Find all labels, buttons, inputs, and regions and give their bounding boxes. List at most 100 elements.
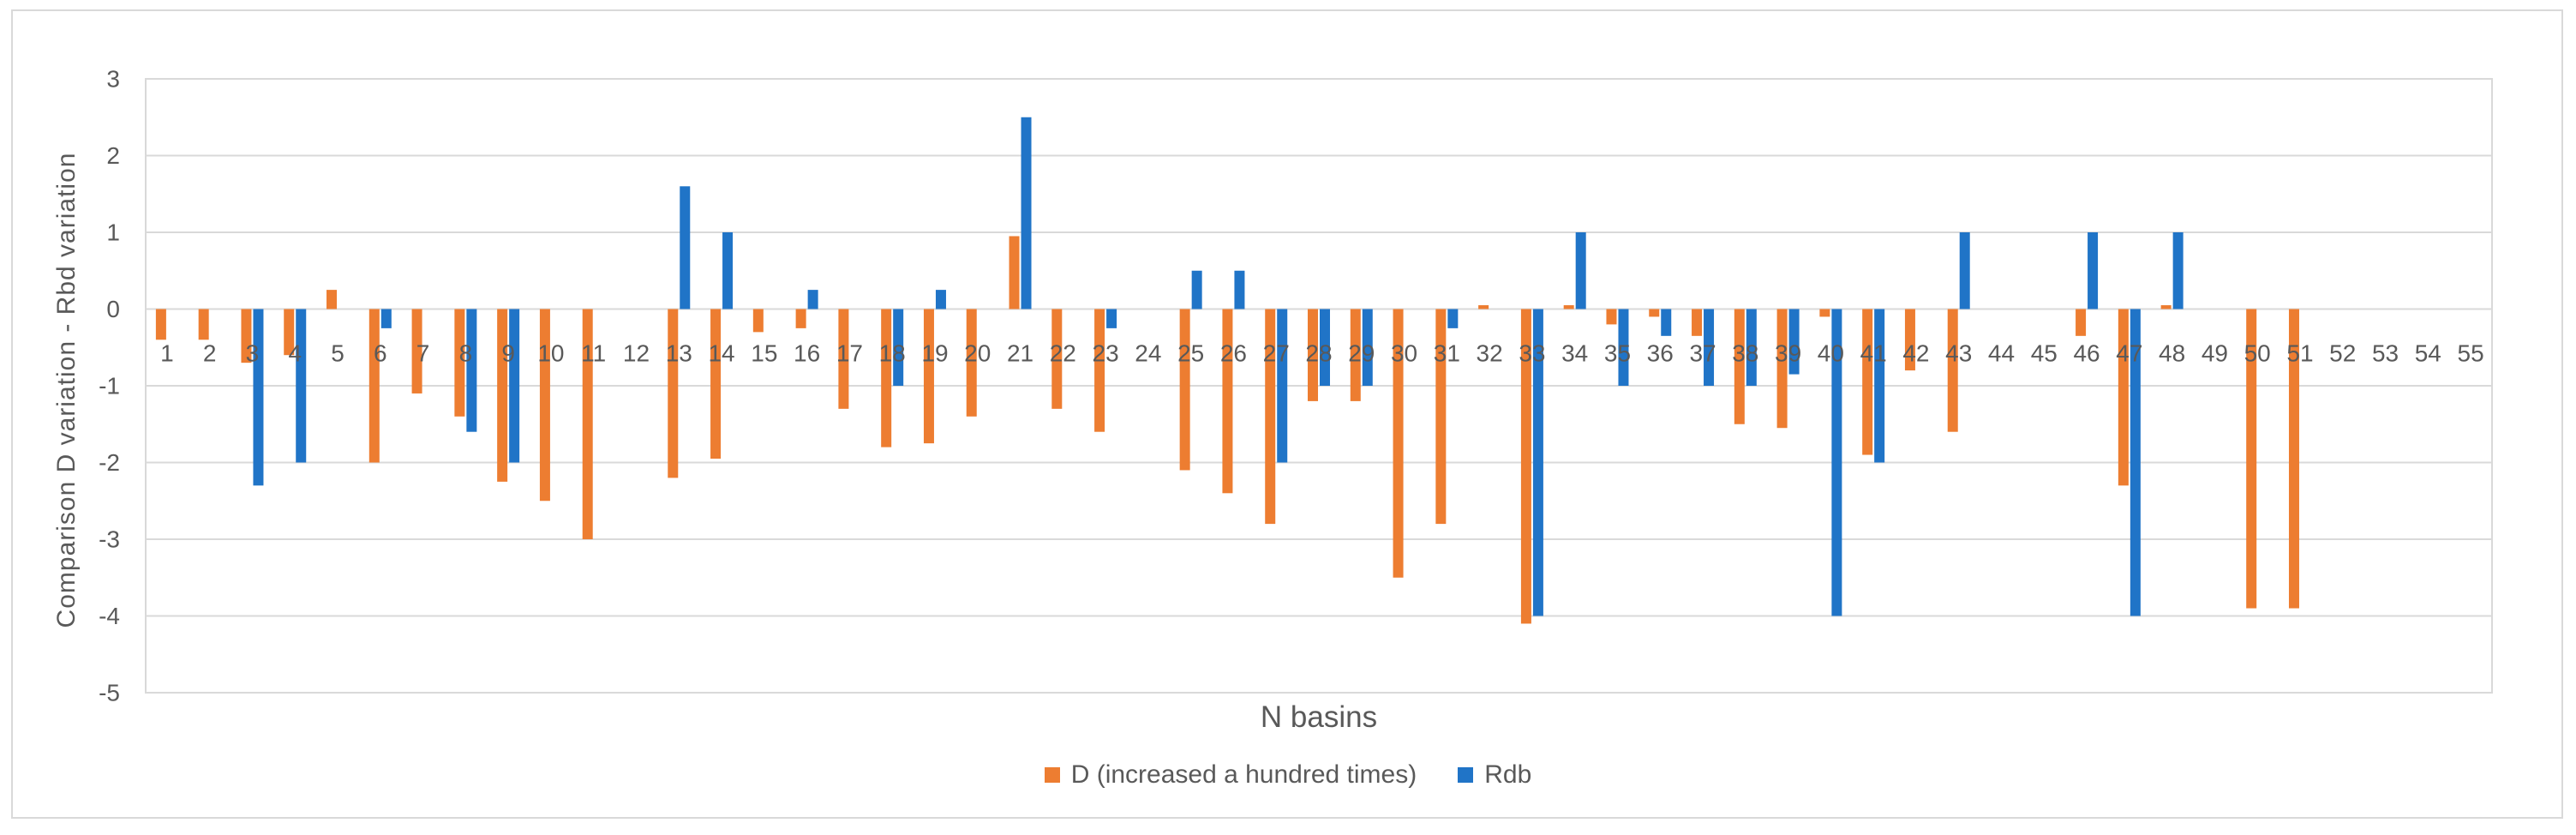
bar-rdb-basin-23[interactable] xyxy=(1106,309,1117,328)
bar-rdb-basin-46[interactable] xyxy=(2088,232,2099,309)
bar-d-basin-34[interactable] xyxy=(1563,305,1574,309)
bar-d-basin-47[interactable] xyxy=(2118,309,2129,486)
bar-d-basin-51[interactable] xyxy=(2288,309,2299,609)
y-tick-label--4: -4 xyxy=(99,603,120,629)
bar-rdb-basin-41[interactable] xyxy=(1874,309,1885,463)
bar-rdb-basin-47[interactable] xyxy=(2130,309,2141,616)
x-tick-label-54: 54 xyxy=(2415,340,2441,367)
bar-rdb-basin-36[interactable] xyxy=(1661,309,1672,336)
legend-item-rdb[interactable]: Rdb xyxy=(1458,760,1531,790)
x-tick-label-33: 33 xyxy=(1519,340,1545,367)
x-tick-label-46: 46 xyxy=(2073,340,2100,367)
bar-d-basin-26[interactable] xyxy=(1222,309,1233,494)
x-tick-label-38: 38 xyxy=(1732,340,1758,367)
bar-d-basin-11[interactable] xyxy=(582,309,593,540)
bar-d-basin-27[interactable] xyxy=(1265,309,1276,525)
bar-d-basin-46[interactable] xyxy=(2076,309,2087,336)
bar-d-basin-14[interactable] xyxy=(710,309,722,460)
bar-d-basin-4[interactable] xyxy=(284,309,295,356)
bar-d-basin-36[interactable] xyxy=(1649,309,1660,317)
bar-rdb-basin-14[interactable] xyxy=(722,232,734,309)
bar-rdb-basin-9[interactable] xyxy=(509,309,520,463)
bar-d-basin-19[interactable] xyxy=(923,309,934,444)
y-tick-label-2: 2 xyxy=(106,142,120,169)
bar-d-basin-23[interactable] xyxy=(1094,309,1105,432)
bar-rdb-basin-18[interactable] xyxy=(893,309,904,387)
bar-d-basin-43[interactable] xyxy=(1947,309,1958,432)
bar-d-basin-32[interactable] xyxy=(1478,305,1489,309)
bar-d-basin-25[interactable] xyxy=(1179,309,1190,471)
bar-rdb-basin-29[interactable] xyxy=(1362,309,1373,387)
bar-rdb-basin-8[interactable] xyxy=(466,309,477,432)
bar-d-basin-7[interactable] xyxy=(411,309,422,393)
legend-label-rdb: Rdb xyxy=(1484,760,1532,789)
bar-d-basin-20[interactable] xyxy=(966,309,977,417)
bar-rdb-basin-37[interactable] xyxy=(1704,309,1715,387)
bar-d-basin-3[interactable] xyxy=(241,309,252,363)
x-tick-label-39: 39 xyxy=(1775,340,1801,367)
x-tick-label-44: 44 xyxy=(1988,340,2015,367)
bar-d-basin-35[interactable] xyxy=(1606,309,1617,325)
bar-rdb-basin-13[interactable] xyxy=(680,186,691,309)
bar-d-basin-16[interactable] xyxy=(795,309,806,328)
bar-rdb-basin-31[interactable] xyxy=(1447,309,1459,328)
bar-d-basin-22[interactable] xyxy=(1051,309,1063,409)
bar-d-basin-28[interactable] xyxy=(1308,309,1318,401)
legend-label-d: D (increased a hundred times) xyxy=(1070,760,1417,789)
bar-d-basin-37[interactable] xyxy=(1692,309,1703,336)
bar-rdb-basin-28[interactable] xyxy=(1320,309,1330,387)
bar-rdb-basin-4[interactable] xyxy=(296,309,307,463)
bar-d-basin-5[interactable] xyxy=(326,290,338,309)
bar-rdb-basin-34[interactable] xyxy=(1575,232,1586,309)
bar-rdb-basin-25[interactable] xyxy=(1191,270,1202,309)
bar-rdb-basin-21[interactable] xyxy=(1021,117,1032,309)
bar-rdb-basin-6[interactable] xyxy=(380,309,392,328)
bar-d-basin-15[interactable] xyxy=(752,309,764,333)
bar-d-basin-18[interactable] xyxy=(881,309,892,448)
x-tick-label-14: 14 xyxy=(708,340,734,367)
bar-d-basin-1[interactable] xyxy=(155,309,166,340)
x-tick-label-5: 5 xyxy=(331,340,344,367)
gridlines xyxy=(145,78,2493,694)
bar-rdb-basin-16[interactable] xyxy=(807,290,818,309)
x-tick-label-27: 27 xyxy=(1263,340,1290,367)
bar-d-basin-2[interactable] xyxy=(198,309,209,340)
x-tick-label-37: 37 xyxy=(1689,340,1716,367)
x-tick-label-40: 40 xyxy=(1818,340,1844,367)
legend-item-d[interactable]: D (increased a hundred times) xyxy=(1044,760,1417,790)
bar-rdb-basin-3[interactable] xyxy=(253,309,264,486)
bar-d-basin-42[interactable] xyxy=(1904,309,1915,371)
bar-d-basin-13[interactable] xyxy=(668,309,679,478)
bar-d-basin-6[interactable] xyxy=(368,309,380,463)
bar-d-basin-10[interactable] xyxy=(539,309,550,502)
bar-rdb-basin-19[interactable] xyxy=(935,290,946,309)
bar-d-basin-29[interactable] xyxy=(1350,309,1361,401)
bar-d-basin-8[interactable] xyxy=(454,309,465,417)
x-tick-label-16: 16 xyxy=(794,340,820,367)
bar-rdb-basin-33[interactable] xyxy=(1532,309,1543,616)
bar-d-basin-9[interactable] xyxy=(497,309,508,482)
x-tick-label-31: 31 xyxy=(1434,340,1460,367)
y-tick-label--1: -1 xyxy=(99,373,120,399)
bar-rdb-basin-43[interactable] xyxy=(1959,232,1970,309)
x-tick-label-36: 36 xyxy=(1647,340,1674,367)
bar-d-basin-31[interactable] xyxy=(1435,309,1447,525)
bar-d-basin-40[interactable] xyxy=(1819,309,1830,317)
bar-d-basin-48[interactable] xyxy=(2160,305,2172,309)
bar-rdb-basin-39[interactable] xyxy=(1788,309,1800,375)
bar-rdb-basin-48[interactable] xyxy=(2172,232,2184,309)
bar-rdb-basin-27[interactable] xyxy=(1277,309,1288,463)
bar-d-basin-38[interactable] xyxy=(1734,309,1745,424)
x-tick-label-45: 45 xyxy=(2031,340,2058,367)
bar-rdb-basin-40[interactable] xyxy=(1831,309,1842,616)
bar-rdb-basin-35[interactable] xyxy=(1618,309,1629,387)
bar-d-basin-21[interactable] xyxy=(1009,236,1020,309)
bar-rdb-basin-38[interactable] xyxy=(1746,309,1757,387)
bar-d-basin-30[interactable] xyxy=(1393,309,1404,578)
bar-d-basin-17[interactable] xyxy=(838,309,849,409)
bar-d-basin-39[interactable] xyxy=(1776,309,1788,429)
bar-d-basin-41[interactable] xyxy=(1862,309,1873,455)
bar-rdb-basin-26[interactable] xyxy=(1234,270,1245,309)
bar-d-basin-50[interactable] xyxy=(2246,309,2257,609)
bar-d-basin-33[interactable] xyxy=(1520,309,1531,624)
